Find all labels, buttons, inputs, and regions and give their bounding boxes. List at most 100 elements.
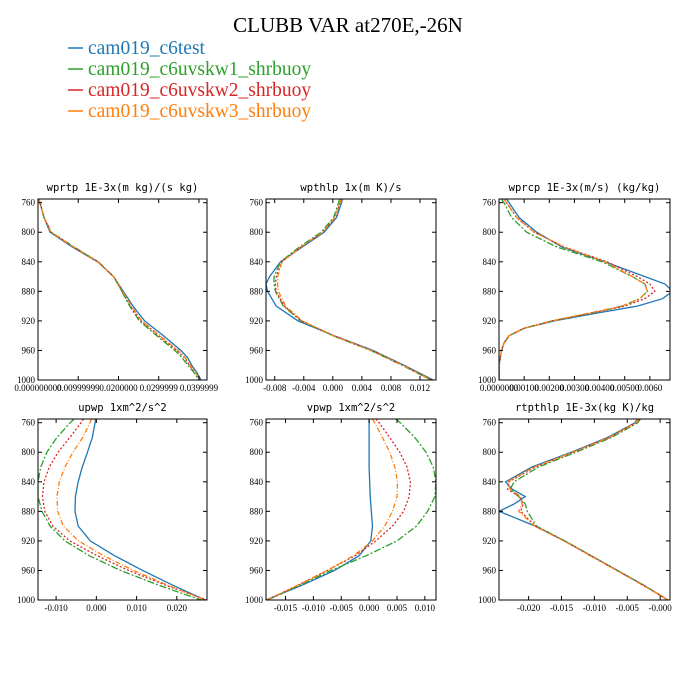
panel-2-series-1 [266,199,434,380]
panel-5-ytick-label-3: 840 [250,477,264,487]
panel-4-series-3 [41,419,207,600]
panel-1: wprtp 1E-3x(m kg)/(s kg) 760 800 840 880 920 9… [14,182,218,393]
panel-1-xtick-label-4: 0.0299999 [140,383,179,393]
panel-3-xtick-label-3: 0.00200 [535,383,565,393]
panel-1-xtick-label-1: 0.000000000 [14,383,62,393]
panel-5-xtick-label-5: 0.005 [387,603,408,613]
panel-2-ytick-label-5: 920 [250,316,264,326]
panel-2-xtick-label-2: -0.004 [292,383,316,393]
panel-6-series-1 [499,419,669,600]
panel-4-ytick-label-7: 1000 [17,595,36,605]
panel-5-ytick-label-5: 920 [250,536,264,546]
panel-2-series-2 [273,199,432,380]
panel-1-series-2 [38,199,200,380]
panel-4-xtick-label-3: 0.010 [126,603,147,613]
panel-4-ytick-label-3: 840 [22,477,36,487]
panel-5-title: vpwp 1xm^2/s^2 [307,402,396,414]
panel-3-xtick-label-2: 0.00100 [510,383,540,393]
panel-6: rtpthlp 1E-3x(kg K)/kg 760 800 840 880 920 960… [478,402,672,613]
panel-3-ytick-label-7: 1000 [478,375,497,385]
panel-5-ytick-label-7: 1000 [245,595,264,605]
panel-2-xtick-label-3: 0.000 [323,383,344,393]
panel-5-series-3 [266,419,412,600]
panel-3-xtick-label-5: 0.00400 [585,383,615,393]
panel-2-series-4 [276,199,432,380]
panel-1-series-3 [38,199,201,380]
panel-1-ytick-label-1: 760 [22,198,36,208]
legend-label-2: cam019_c6uvskw1_shrbuoy [88,59,311,80]
panel-5-series-2 [267,419,436,600]
panel-5-ytick-label-1: 760 [250,418,264,428]
panel-4: upwp 1xm^2/s^2 760 800 840 880 920 960 1000 -0.0… [17,402,208,613]
panel-4-ytick-label-4: 880 [22,506,36,516]
panel-6-ytick-label-5: 920 [483,536,497,546]
panel-6-ytick-label-3: 840 [483,477,497,487]
panel-6-xtick-label-4: -0.005 [616,603,640,613]
panel-5-series-4 [266,419,399,600]
panel-2-ytick-label-4: 880 [250,286,264,296]
panel-3-xtick-label-1: 0.0000000 [480,383,519,393]
panel-3-series-2 [499,199,649,380]
panel-3-ytick-label-1: 760 [483,198,497,208]
panel-2-frame [265,198,437,381]
panel-4-ytick-label-6: 960 [22,565,36,575]
panel-5-series-1 [266,419,374,600]
panel-4-series-2 [38,419,202,600]
panel-1-ytick-label-3: 840 [22,257,36,267]
panel-1-xtick-label-5: 0.0399999 [180,383,219,393]
panel-6-xtick-label-1: -0.020 [517,603,541,613]
panel-5-xtick-label-1: -0.015 [274,603,298,613]
panel-5-ytick-label-2: 800 [250,447,264,457]
panel-5-ytick-label-4: 880 [250,506,264,516]
panel-6-xtick-label-5: -0.000 [649,603,673,613]
panel-6-ytick-label-6: 960 [483,565,497,575]
panel-3-title: wprcp 1E-3x(m/s) (kg/kg) [509,182,661,194]
panel-3-frame [498,198,671,381]
panel-4-ytick-label-2: 800 [22,447,36,457]
panel-5-xtick-label-3: -0.005 [330,603,354,613]
panel-4-series-1 [74,419,206,600]
panel-4-xtick-label-1: -0.010 [44,603,68,613]
panel-4-title: upwp 1xm^2/s^2 [78,402,167,414]
legend: cam019_c6testcam019_c6uvskw1_shrbuoycam0… [68,38,311,122]
panel-3-ytick-label-3: 840 [483,257,497,267]
panel-2-ytick-label-6: 960 [250,345,264,355]
panel-2-xtick-label-6: 0.012 [410,383,430,393]
panel-1-ytick-label-7: 1000 [17,375,36,385]
panel-2-ytick-label-2: 800 [250,227,264,237]
legend-label-3: cam019_c6uvskw2_shrbuoy [88,80,311,101]
panel-5: vpwp 1xm^2/s^2 760 800 840 880 920 960 1000 -0.0… [245,402,437,613]
panel-3-series-4 [499,199,649,380]
panel-1-frame [37,198,208,381]
panel-1-ytick-label-5: 920 [22,316,36,326]
panel-6-series-4 [506,419,669,600]
panel-6-title: rtpthlp 1E-3x(kg K)/kg [515,402,654,414]
panel-5-frame [265,418,437,601]
panel-3-ytick-label-2: 800 [483,227,497,237]
panel-6-xtick-label-2: -0.015 [550,603,574,613]
panel-6-ytick-label-4: 880 [483,506,497,516]
panel-1-title: wprtp 1E-3x(m kg)/(s kg) [47,182,199,194]
panel-2-xtick-label-1: -0.008 [263,383,287,393]
panel-1-ytick-label-6: 960 [22,345,36,355]
legend-label-1: cam019_c6test [88,38,206,59]
panel-2-ytick-label-7: 1000 [245,375,264,385]
panel-3-xtick-label-7: 0.0060 [638,383,663,393]
figure-title: CLUBB VAR at270E,-26N [233,13,463,37]
panel-1-ytick-label-4: 880 [22,286,36,296]
panel-4-ytick-label-5: 920 [22,536,36,546]
panel-3-series-3 [499,199,656,380]
panel-4-xtick-label-2: 0.000 [86,603,107,613]
panel-4-series-4 [56,419,206,600]
panel-6-xtick-label-3: -0.010 [583,603,607,613]
panel-5-xtick-label-6: 0.010 [415,603,436,613]
panel-6-ytick-label-1: 760 [483,418,497,428]
panels: wprtp 1E-3x(m kg)/(s kg) 760 800 840 880 920 9… [14,182,672,613]
panel-3-xtick-label-6: 0.00500 [610,383,640,393]
panel-3: wprcp 1E-3x(m/s) (kg/kg) 760 800 840 880 920 9… [478,182,671,393]
panel-1-xtick-label-2: 0.00999999 [57,383,100,393]
panel-1-ytick-label-2: 800 [22,227,36,237]
panel-3-ytick-label-6: 960 [483,345,497,355]
panel-2-title: wpthlp 1x(m K)/s [300,182,401,194]
